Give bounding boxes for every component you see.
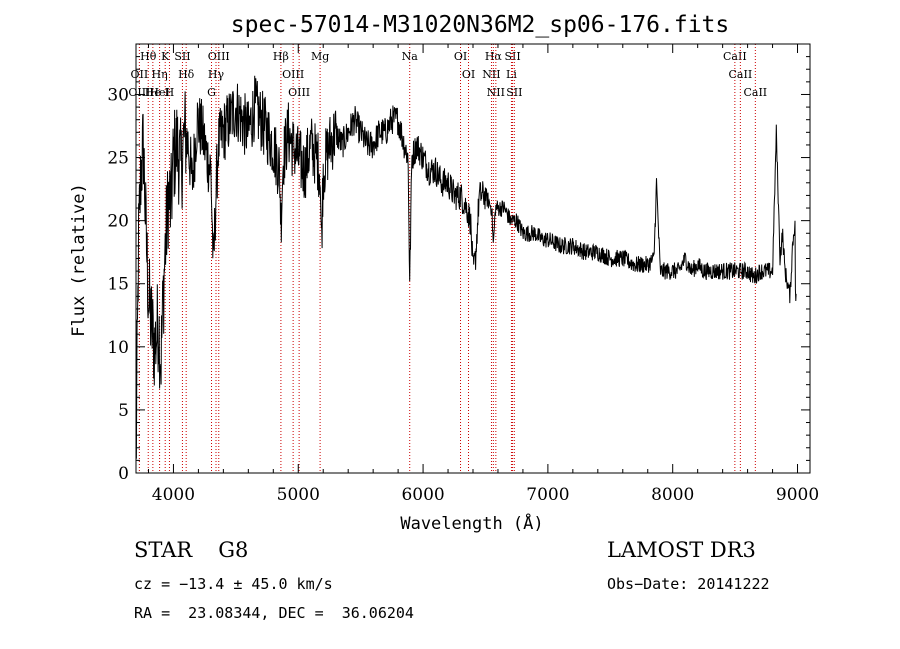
spectral-line-label: Li xyxy=(506,68,517,81)
obs-date-text: Obs−Date: 20141222 xyxy=(607,575,770,593)
spectral-line-label: SII xyxy=(504,50,520,63)
spectral-line-label: OI xyxy=(454,50,467,63)
object-class: STAR xyxy=(134,538,193,562)
spectral-line-label: CaII xyxy=(723,50,747,63)
spectral-line-label: NII xyxy=(482,68,500,81)
spectral-line-label: H xyxy=(165,86,175,99)
spectral-line-label: OIII xyxy=(282,68,304,81)
spectral-line-label: Hβ xyxy=(273,50,289,63)
spectral-line-label: CaII xyxy=(729,68,753,81)
spectral-line-label: K xyxy=(161,50,170,63)
x-tick-label: 4000 xyxy=(152,485,195,505)
spectral-line-label: OIII xyxy=(208,50,230,63)
y-tick-label: 0 xyxy=(118,464,129,484)
spectral-line-label: Hη xyxy=(151,68,167,81)
survey-label: LAMOST DR3 xyxy=(607,538,756,562)
x-tick-label: 6000 xyxy=(401,485,444,505)
x-axis-label: Wavelength (Å) xyxy=(400,512,543,534)
x-tick-label: 5000 xyxy=(277,485,320,505)
spectrum-layer xyxy=(135,75,797,459)
spectral-line-label: OIII xyxy=(128,86,150,99)
y-tick-label: 25 xyxy=(107,149,129,169)
spectral-line-label: OI xyxy=(462,68,475,81)
ticks-layer: 4000 5000 6000 7000 8000 9000 0 5 10 15 20 25 30 xyxy=(107,44,819,505)
spectral-line-label: Hγ xyxy=(208,68,225,81)
chart-title: spec-57014-M31020N36M2_sp06-176.fits xyxy=(231,12,730,38)
x-tick-label: 9000 xyxy=(776,485,819,505)
x-tick-label: 7000 xyxy=(526,485,569,505)
spectral-line-label: Hθ xyxy=(140,50,157,63)
y-tick-label: 15 xyxy=(107,275,129,295)
object-subclass: G8 xyxy=(218,538,249,562)
spectral-line-label: SII xyxy=(174,50,190,63)
redshift-text: cz = −13.4 ± 45.0 km/s xyxy=(134,575,333,593)
x-tick-label: 8000 xyxy=(651,485,694,505)
coordinates-text: RA = 23.08344, DEC = 36.06204 xyxy=(134,604,414,622)
spectral-line-label: NII xyxy=(487,86,505,99)
y-tick-label: 30 xyxy=(107,85,129,105)
spectral-line-label: He xyxy=(145,86,161,99)
spectral-line-label: Na xyxy=(402,50,419,63)
y-tick-label: 20 xyxy=(107,212,129,232)
spectral-line-label: G xyxy=(207,86,216,99)
info-class: STAR G8 xyxy=(134,538,248,562)
spectral-lines-layer: HθOIIOIIIHeHηKHeIHSIIHδOIIIHγGHβOIIIOIII… xyxy=(128,44,767,473)
y-tick-label: 5 xyxy=(118,401,129,421)
y-tick-label: 10 xyxy=(107,338,129,358)
spectral-line-label: Hδ xyxy=(178,68,195,81)
spectral-line-label: Mg xyxy=(311,50,329,63)
spectral-line-label: HeI xyxy=(149,86,169,99)
spectral-line-label: OIII xyxy=(288,86,310,99)
spectral-line-label: Hα xyxy=(485,50,503,63)
spectral-line-label: OII xyxy=(131,68,149,81)
y-axis-label: Flux (relative) xyxy=(69,183,89,337)
spectrum-trace xyxy=(135,75,797,459)
spectral-line-label: SII xyxy=(506,86,522,99)
spectral-line-label: CaII xyxy=(743,86,767,99)
